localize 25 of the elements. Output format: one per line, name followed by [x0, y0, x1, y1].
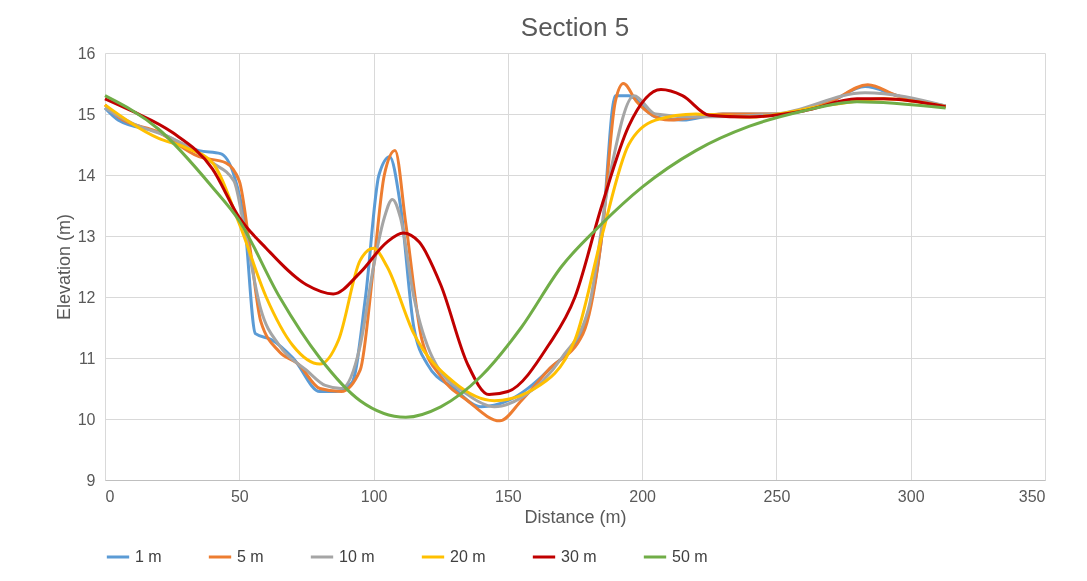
x-tick-label: 200 [629, 487, 657, 505]
legend-label: 1 m [135, 548, 162, 565]
chart-title: Section 5 [520, 12, 630, 42]
y-tick-label: 15 [77, 105, 96, 123]
x-tick-label: 250 [763, 487, 791, 505]
y-tick-label: 9 [86, 471, 96, 489]
y-tick-label: 14 [77, 166, 96, 184]
legend-label: 30 m [561, 548, 597, 565]
x-tick-label: 100 [360, 487, 388, 505]
x-axis-title: Distance (m) [524, 506, 627, 527]
legend-label: 50 m [672, 548, 708, 565]
legend-label: 5 m [237, 548, 264, 565]
y-tick-label: 16 [77, 44, 96, 62]
y-tick-label: 12 [77, 288, 96, 306]
x-tick-label: 350 [1018, 487, 1046, 505]
x-tick-label: 0 [105, 487, 115, 505]
legend-label: 10 m [339, 548, 375, 565]
x-tick-label: 300 [897, 487, 925, 505]
x-tick-label: 150 [495, 487, 522, 505]
y-tick-label: 13 [77, 227, 96, 245]
legend-label: 20 m [450, 548, 486, 565]
x-tick-label: 50 [230, 487, 249, 505]
y-tick-label: 10 [77, 410, 96, 428]
y-tick-label: 11 [78, 349, 96, 367]
y-axis-title: Elevation (m) [53, 213, 74, 321]
